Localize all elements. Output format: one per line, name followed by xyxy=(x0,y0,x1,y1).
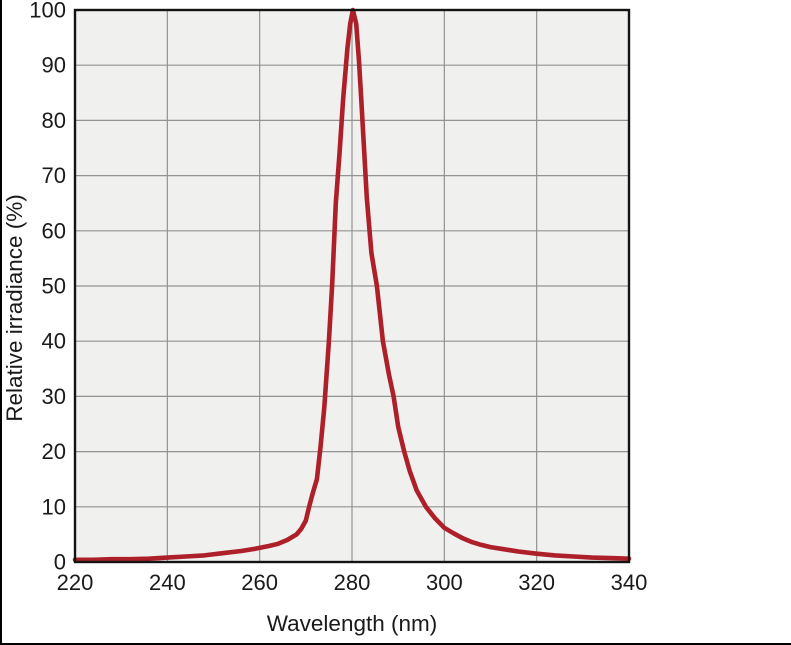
x-tick-label: 220 xyxy=(57,570,94,595)
image-border-bottom xyxy=(0,643,791,645)
plot-frame xyxy=(73,8,631,564)
y-tick-label: 90 xyxy=(42,53,66,78)
x-tick-label: 280 xyxy=(334,570,371,595)
y-tick-label: 0 xyxy=(54,550,66,575)
y-tick-label: 40 xyxy=(42,329,66,354)
x-axis-title: Wavelength (nm) xyxy=(267,611,437,636)
y-tick-label: 100 xyxy=(29,0,66,23)
x-tick-label: 260 xyxy=(241,570,278,595)
x-tick-label: 340 xyxy=(611,570,648,595)
spectrum-curve xyxy=(72,7,632,563)
x-tick-label: 320 xyxy=(518,570,555,595)
y-tick-label: 60 xyxy=(42,218,66,243)
y-tick-label: 50 xyxy=(42,274,66,299)
y-tick-label: 10 xyxy=(42,494,66,519)
y-tick-label: 70 xyxy=(42,163,66,188)
x-tick-label: 240 xyxy=(149,570,186,595)
y-tick-label: 20 xyxy=(42,439,66,464)
image-border-left xyxy=(0,0,2,645)
y-tick-label: 80 xyxy=(42,108,66,133)
y-tick-label: 30 xyxy=(42,384,66,409)
x-tick-label: 300 xyxy=(426,570,463,595)
y-axis-title: Relative irradiance (%) xyxy=(2,194,27,422)
